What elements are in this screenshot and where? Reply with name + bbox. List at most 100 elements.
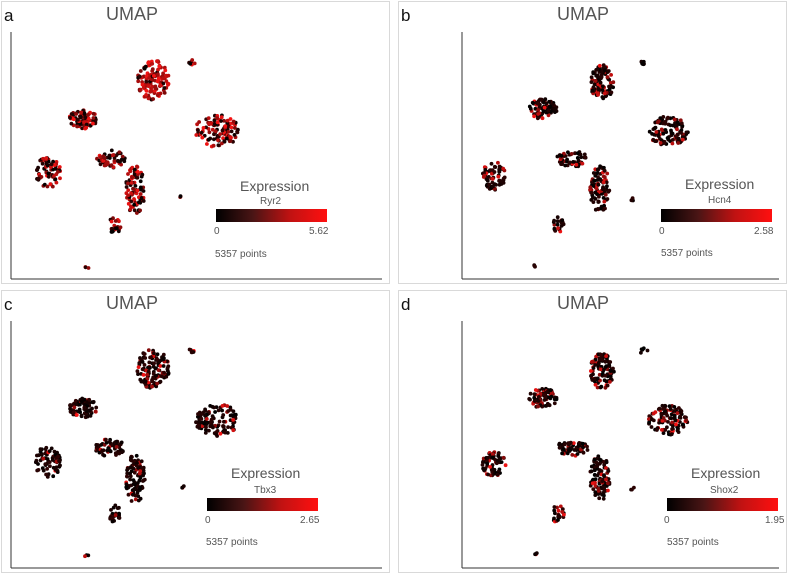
umap-point <box>674 422 678 427</box>
color-scale-bar <box>661 209 772 222</box>
umap-point <box>536 404 540 409</box>
umap-point <box>140 466 144 471</box>
umap-point <box>592 178 597 183</box>
umap-point <box>220 128 225 133</box>
umap-point <box>601 185 605 190</box>
umap-point <box>147 360 152 365</box>
umap-point <box>134 464 139 468</box>
umap-point <box>53 177 58 182</box>
umap-point <box>162 91 167 95</box>
umap-point <box>112 159 117 163</box>
umap-point <box>206 116 211 120</box>
umap-point <box>612 369 616 374</box>
umap-point <box>598 80 603 85</box>
umap-point <box>558 229 563 234</box>
umap-point <box>155 352 160 357</box>
umap-point <box>536 395 541 399</box>
umap-point <box>38 447 43 452</box>
legend-min-label: 0 <box>214 226 220 237</box>
umap-point <box>481 460 485 464</box>
umap-point <box>215 116 220 121</box>
umap-point <box>482 173 487 178</box>
umap-point <box>194 420 198 425</box>
umap-point <box>49 446 54 451</box>
legend-title: Expression <box>240 178 310 194</box>
umap-point <box>221 136 226 141</box>
umap-point <box>132 208 137 213</box>
umap-point <box>214 432 219 437</box>
umap-point <box>575 151 580 156</box>
umap-point <box>663 403 667 408</box>
umap-point <box>663 119 668 124</box>
umap-point <box>131 186 135 191</box>
umap-point <box>665 413 670 418</box>
umap-point <box>233 412 238 417</box>
umap-point <box>571 441 576 445</box>
umap-point <box>162 86 167 90</box>
umap-point <box>114 226 119 231</box>
umap-point <box>602 168 607 173</box>
umap-point <box>599 367 603 372</box>
umap-point <box>532 392 537 397</box>
umap-point <box>190 58 195 62</box>
umap-point <box>533 388 538 392</box>
umap-point <box>567 160 572 165</box>
umap-point <box>540 387 545 391</box>
umap-point <box>106 446 111 450</box>
umap-point <box>680 137 685 142</box>
umap-point <box>141 85 146 90</box>
umap-point <box>120 154 125 159</box>
umap-point <box>661 115 666 119</box>
umap-point <box>158 379 163 384</box>
umap-point <box>491 455 495 460</box>
umap-point <box>49 162 54 167</box>
umap-point <box>217 419 222 424</box>
umap-point <box>87 397 92 402</box>
umap-point <box>593 484 598 488</box>
umap-point <box>220 408 225 413</box>
umap-point <box>221 424 226 428</box>
umap-point <box>161 364 166 368</box>
umap-point <box>126 193 130 198</box>
umap-point <box>595 171 600 176</box>
umap-point <box>590 359 595 364</box>
color-scale-bar <box>207 498 318 511</box>
umap-point <box>603 192 608 197</box>
umap-point <box>203 431 208 435</box>
umap-point <box>205 142 209 146</box>
umap-point <box>156 67 160 72</box>
umap-point <box>596 91 600 96</box>
umap-point <box>647 420 651 425</box>
umap-point <box>585 448 590 452</box>
umap-point <box>660 428 664 432</box>
umap-point <box>155 93 160 98</box>
umap-point <box>495 458 500 463</box>
umap-point <box>597 468 602 472</box>
umap-point <box>147 76 152 80</box>
umap-point <box>86 116 91 121</box>
umap-point <box>129 469 134 474</box>
umap-point <box>558 504 563 509</box>
legend-gene: Tbx3 <box>254 485 277 496</box>
umap-point <box>204 428 208 432</box>
umap-point <box>605 197 610 201</box>
umap-point <box>138 469 143 473</box>
umap-point <box>136 498 141 503</box>
umap-point <box>600 88 605 92</box>
umap-point <box>654 130 659 134</box>
umap-point <box>129 499 134 503</box>
umap-point <box>135 169 140 174</box>
umap-point <box>602 91 607 96</box>
umap-point <box>200 135 205 140</box>
umap-point <box>133 497 138 502</box>
umap-point <box>575 452 580 456</box>
umap-point <box>232 133 237 137</box>
umap-point <box>216 408 221 413</box>
umap-point <box>594 186 599 191</box>
umap-point <box>490 177 495 181</box>
umap-point <box>138 192 143 196</box>
umap-point <box>135 164 139 169</box>
panel-title: UMAP <box>557 293 610 313</box>
umap-point <box>36 176 41 181</box>
umap-point <box>595 464 600 468</box>
